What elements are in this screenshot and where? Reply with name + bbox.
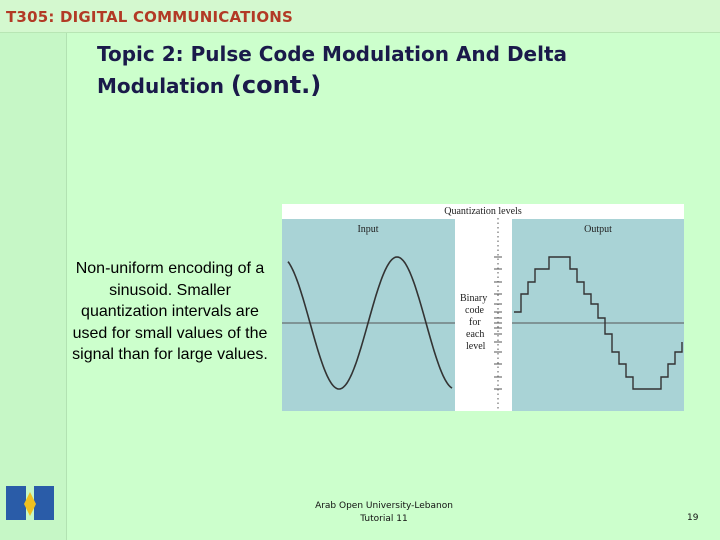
slide-title: Topic 2: Pulse Code Modulation And Delta… bbox=[97, 39, 567, 102]
level-ticks bbox=[494, 256, 502, 390]
input-panel bbox=[282, 219, 455, 411]
logo bbox=[6, 486, 54, 520]
figure-caption: Non-uniform encoding of a sinusoid. Smal… bbox=[72, 260, 268, 363]
logo-block bbox=[6, 486, 26, 520]
title-line: Modulation (cont.) bbox=[97, 70, 567, 102]
code-label-line: for bbox=[469, 317, 481, 328]
course-title: T305: DIGITAL COMMUNICATIONS bbox=[6, 8, 294, 26]
code-label-line: each bbox=[466, 329, 484, 340]
title-line: Topic 2: Pulse Code Modulation And Delta bbox=[97, 42, 568, 66]
footer-institution: Arab Open University-Lebanon bbox=[315, 501, 453, 511]
output-label: Output bbox=[584, 224, 612, 235]
left-strip bbox=[0, 33, 67, 540]
input-signal bbox=[287, 256, 453, 390]
output-signal bbox=[514, 256, 683, 390]
footer: Arab Open University-Lebanon Tutorial 11 bbox=[284, 500, 484, 526]
footer-tutorial: Tutorial 11 bbox=[360, 514, 408, 524]
page-number: 19 bbox=[687, 513, 699, 523]
code-label-line: Binary bbox=[460, 293, 487, 304]
title-suffix: (cont.) bbox=[230, 71, 322, 99]
input-label: Input bbox=[357, 224, 378, 235]
code-label-line: level bbox=[466, 341, 486, 352]
logo-block bbox=[34, 486, 54, 520]
figure: Quantization levels Input Output Binary … bbox=[282, 204, 684, 411]
title-line: Modulation bbox=[97, 74, 224, 98]
code-label-line: code bbox=[465, 305, 484, 316]
header-bar: T305: DIGITAL COMMUNICATIONS bbox=[0, 0, 720, 33]
logo-emblem bbox=[24, 492, 36, 516]
figure-top-label: Quantization levels bbox=[444, 206, 522, 217]
